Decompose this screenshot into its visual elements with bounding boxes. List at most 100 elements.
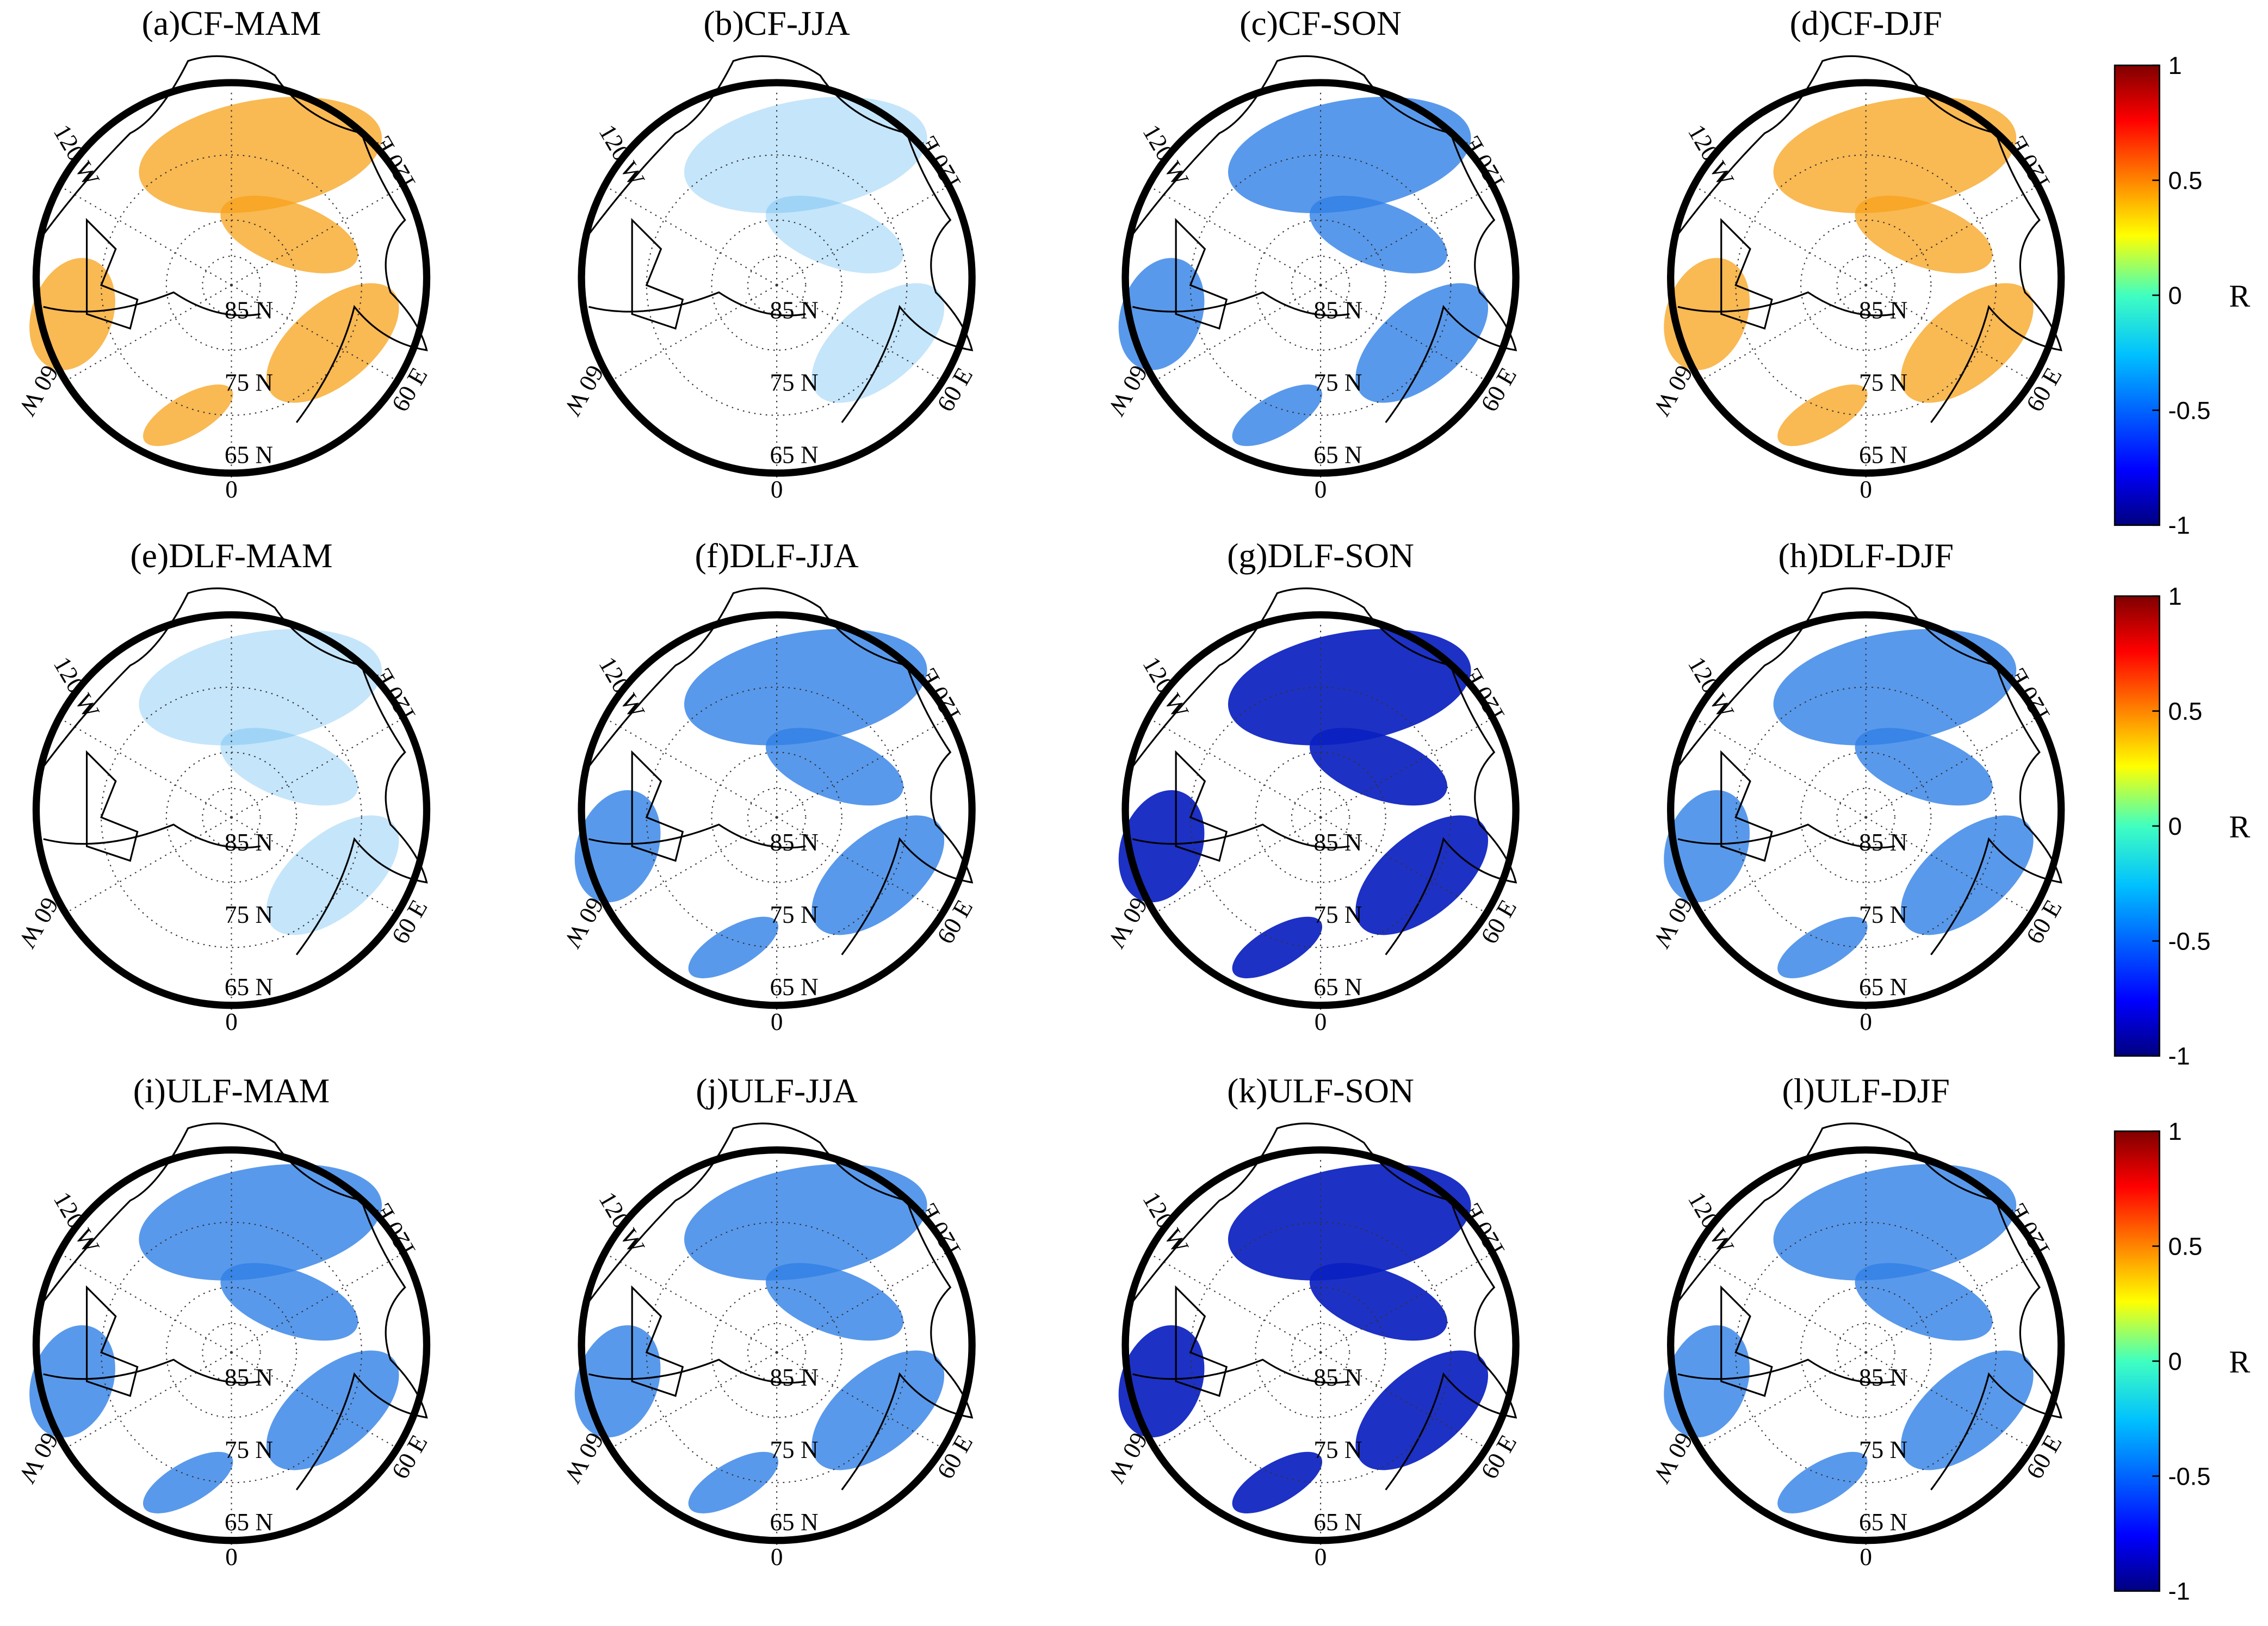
map-label: 75 N bbox=[225, 369, 273, 396]
map-label: 85 N bbox=[1313, 296, 1362, 324]
meridian bbox=[607, 1254, 777, 1353]
latitude-circle bbox=[1189, 1221, 1452, 1484]
colorbar-tick-label: -1 bbox=[2168, 512, 2190, 539]
map-label: 60 W bbox=[1648, 1428, 1699, 1488]
map-label: 85 N bbox=[1313, 1364, 1362, 1391]
meridian bbox=[776, 719, 946, 818]
map-frame bbox=[1121, 611, 1520, 1009]
latitude-circle bbox=[1735, 154, 1997, 416]
meridian bbox=[1696, 187, 1867, 286]
meridian bbox=[62, 817, 232, 916]
latitude-circle bbox=[1836, 1323, 1895, 1382]
panel-title: (f)DLF-JJA bbox=[695, 536, 858, 575]
map-frame bbox=[1121, 1146, 1520, 1544]
map-label: 60 W bbox=[559, 361, 610, 420]
meridian bbox=[1320, 187, 1490, 286]
data-region bbox=[684, 1164, 927, 1281]
data-region bbox=[29, 258, 115, 370]
data-region bbox=[139, 96, 382, 213]
meridian bbox=[776, 1352, 946, 1451]
data-region bbox=[1855, 1263, 1993, 1341]
map-label: 65 N bbox=[225, 441, 273, 468]
colorbar-label: R bbox=[2229, 278, 2250, 314]
meridian bbox=[1866, 284, 2036, 383]
data-region bbox=[1773, 1164, 2017, 1281]
data-region bbox=[1777, 1451, 1868, 1513]
data-region bbox=[142, 384, 233, 446]
panel-title: (j)ULF-JJA bbox=[696, 1071, 858, 1110]
map-label: 75 N bbox=[1859, 369, 1907, 396]
map-label: 75 N bbox=[1313, 901, 1362, 928]
panel-title: (a)CF-MAM bbox=[142, 4, 321, 42]
latitude-circle bbox=[101, 1221, 362, 1484]
map-label: 85 N bbox=[225, 296, 273, 324]
meridian bbox=[231, 1352, 401, 1451]
data-region bbox=[1664, 790, 1750, 903]
data-region bbox=[1118, 1325, 1205, 1438]
map-label: 65 N bbox=[770, 973, 818, 1001]
meridian bbox=[1696, 817, 1867, 916]
colorbar-tick-label: 1 bbox=[2168, 582, 2182, 610]
colorbar-label: R bbox=[2229, 809, 2250, 845]
meridian bbox=[607, 817, 777, 916]
data-region bbox=[684, 96, 927, 213]
map-label: 75 N bbox=[225, 1436, 273, 1463]
meridian bbox=[1151, 1352, 1321, 1451]
map-label: 0 bbox=[771, 1008, 783, 1035]
data-region bbox=[1232, 1451, 1323, 1513]
colorbar-tick-label: 0 bbox=[2168, 282, 2182, 309]
map-label: 0 bbox=[225, 1008, 238, 1035]
latitude-circle bbox=[747, 787, 807, 847]
map-label: 65 N bbox=[1859, 1509, 1907, 1536]
meridian bbox=[231, 1254, 401, 1353]
colorbar-label: R bbox=[2229, 1344, 2250, 1380]
map-label: 60 W bbox=[14, 1428, 64, 1488]
meridian bbox=[1866, 817, 2036, 916]
colorbar-tick-label: 0.5 bbox=[2168, 1232, 2202, 1260]
meridian bbox=[607, 187, 777, 286]
data-region bbox=[574, 1325, 661, 1438]
latitude-circle bbox=[1291, 1323, 1350, 1382]
panel-title: (b)CF-JJA bbox=[703, 4, 850, 42]
latitude-circle bbox=[165, 752, 298, 883]
meridian bbox=[1696, 1254, 1867, 1353]
map-frame bbox=[578, 611, 976, 1009]
data-region bbox=[1232, 384, 1323, 446]
data-region bbox=[1855, 195, 1993, 274]
map-label: 85 N bbox=[1859, 296, 1907, 324]
map-label: 0 bbox=[1860, 1008, 1872, 1035]
meridian bbox=[62, 1254, 232, 1353]
map-label: 65 N bbox=[770, 1509, 818, 1536]
map-label: 85 N bbox=[225, 829, 273, 856]
latitude-circle bbox=[646, 1221, 908, 1484]
latitude-circle bbox=[202, 1323, 261, 1382]
meridian bbox=[1320, 1352, 1490, 1451]
map-label: 65 N bbox=[1313, 441, 1362, 468]
latitude-circle bbox=[711, 219, 842, 351]
data-region bbox=[1777, 916, 1868, 978]
meridian bbox=[1151, 284, 1321, 383]
meridian bbox=[1151, 187, 1321, 286]
meridian bbox=[776, 187, 946, 286]
latitude-circle bbox=[711, 752, 842, 883]
latitude-circle bbox=[747, 1323, 807, 1382]
map-label: 0 bbox=[225, 476, 238, 503]
meridian bbox=[1151, 1254, 1321, 1353]
colorbar-tick-label: -1 bbox=[2168, 1578, 2190, 1605]
map-label: 0 bbox=[225, 1543, 238, 1571]
panel-title: (i)ULF-MAM bbox=[133, 1071, 330, 1110]
data-region bbox=[142, 1451, 233, 1513]
data-region bbox=[688, 1451, 779, 1513]
meridian bbox=[1320, 1254, 1490, 1353]
map-label: 75 N bbox=[1313, 369, 1362, 396]
data-region bbox=[1855, 728, 1993, 806]
meridian bbox=[231, 284, 401, 383]
latitude-circle bbox=[101, 154, 362, 416]
map-disc bbox=[581, 82, 972, 474]
data-region bbox=[29, 1325, 115, 1438]
meridian bbox=[62, 719, 232, 818]
